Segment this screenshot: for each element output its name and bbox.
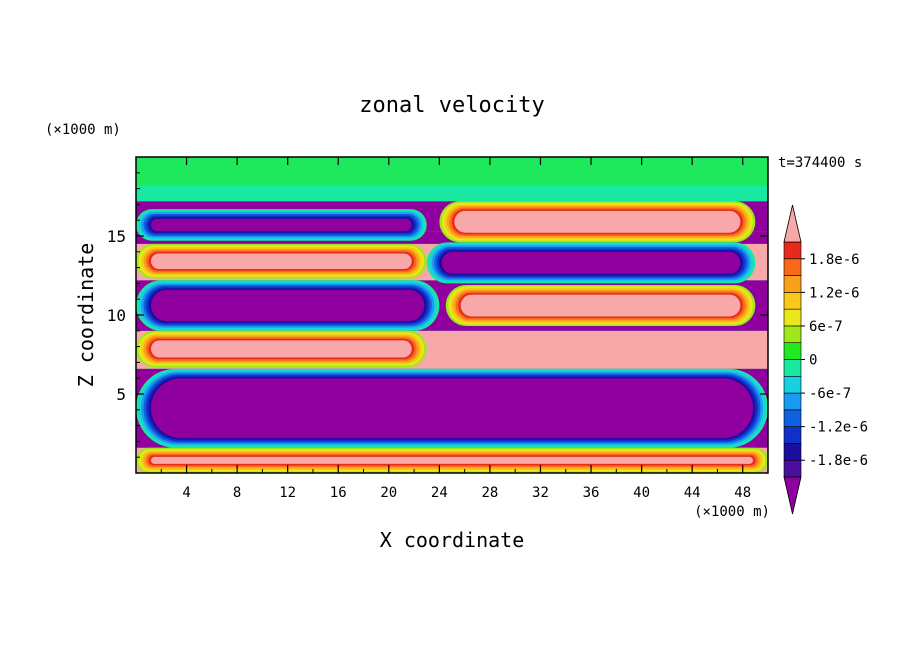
colorbar: 1.8e-6 1.2e-6 6e-7 0 -6e-7 -1.2e-6 -1.8e-6 — [783, 204, 868, 515]
x-tick-label: 4 — [182, 485, 190, 501]
y-tick-label: 5 — [116, 385, 126, 404]
plot-area — [136, 157, 768, 473]
colorbar-tick-label: -6e-7 — [809, 386, 851, 402]
contour-level — [151, 340, 412, 358]
colorbar-segment — [783, 325, 802, 344]
colorbar-tick-label: 1.8e-6 — [809, 252, 860, 268]
contour-level — [151, 218, 412, 232]
x-axis-unit: (×1000 m) — [694, 504, 770, 520]
colorbar-segment — [783, 409, 802, 427]
colorbar-segment — [783, 275, 802, 293]
colorbar-segment — [783, 359, 802, 377]
colorbar-tick-label: -1.8e-6 — [809, 453, 868, 469]
field-layers — [136, 157, 768, 473]
y-tick-label: 10 — [107, 306, 126, 325]
field-cell-negative — [136, 368, 768, 448]
x-tick-label: 8 — [233, 485, 241, 501]
x-tick-label: 24 — [431, 485, 448, 501]
colorbar-tick-label: 6e-7 — [809, 319, 843, 335]
colorbar-segment — [783, 308, 802, 327]
colorbar-tick-label: 0 — [809, 353, 817, 369]
field-cell-positive — [445, 284, 756, 327]
x-tick-label: 12 — [279, 485, 296, 501]
contour-level — [151, 378, 753, 439]
colorbar-segment — [783, 392, 802, 411]
field-cell-positive — [136, 243, 427, 279]
field-cell-negative — [136, 280, 440, 331]
colorbar-segment — [783, 459, 802, 478]
x-tick-label: 40 — [633, 485, 650, 501]
colorbar-segment — [783, 241, 802, 260]
colorbar-segment — [783, 426, 802, 444]
y-axis: 5 10 15 — [107, 172, 768, 458]
x-tick-label: 36 — [583, 485, 600, 501]
x-tick-label: 48 — [734, 485, 751, 501]
contour-level — [454, 210, 741, 233]
x-tick-label: 44 — [684, 485, 701, 501]
contour-level — [151, 289, 425, 322]
colorbar-segment — [783, 342, 802, 360]
y-axis-unit: (×1000 m) — [45, 122, 121, 138]
colorbar-segment — [783, 258, 802, 276]
contour-level — [460, 294, 741, 317]
chart-title: zonal velocity — [359, 93, 544, 118]
colorbar-segment — [783, 292, 802, 310]
x-axis-label: X coordinate — [380, 528, 525, 552]
colorbar-tick-label: 1.2e-6 — [809, 285, 860, 301]
field-cell-negative — [136, 209, 427, 241]
upper-band — [136, 157, 768, 186]
x-tick-label: 32 — [532, 485, 549, 501]
colorbar-over-arrow — [783, 204, 802, 243]
contour-level — [151, 456, 753, 464]
field-cell-positive — [439, 201, 756, 243]
contour-level — [441, 251, 741, 274]
colorbar-segment — [783, 375, 802, 394]
x-tick-label: 16 — [330, 485, 347, 501]
colorbar-segment — [783, 443, 802, 461]
field-cell-positive — [136, 447, 768, 473]
x-tick-label: 28 — [481, 485, 498, 501]
colorbar-tick-label: -1.2e-6 — [809, 420, 868, 436]
contour-level — [151, 253, 412, 270]
colorbar-under-arrow — [783, 476, 802, 515]
field-cell-negative — [426, 242, 756, 284]
time-label: t=374400 s — [778, 155, 862, 171]
y-tick-label: 15 — [107, 227, 126, 246]
y-axis-label: Z coordinate — [74, 243, 98, 388]
field-cell-positive — [136, 330, 427, 368]
x-tick-label: 20 — [380, 485, 397, 501]
x-axis: 4 8 12 16 20 24 28 32 36 40 44 48 — [160, 157, 751, 501]
